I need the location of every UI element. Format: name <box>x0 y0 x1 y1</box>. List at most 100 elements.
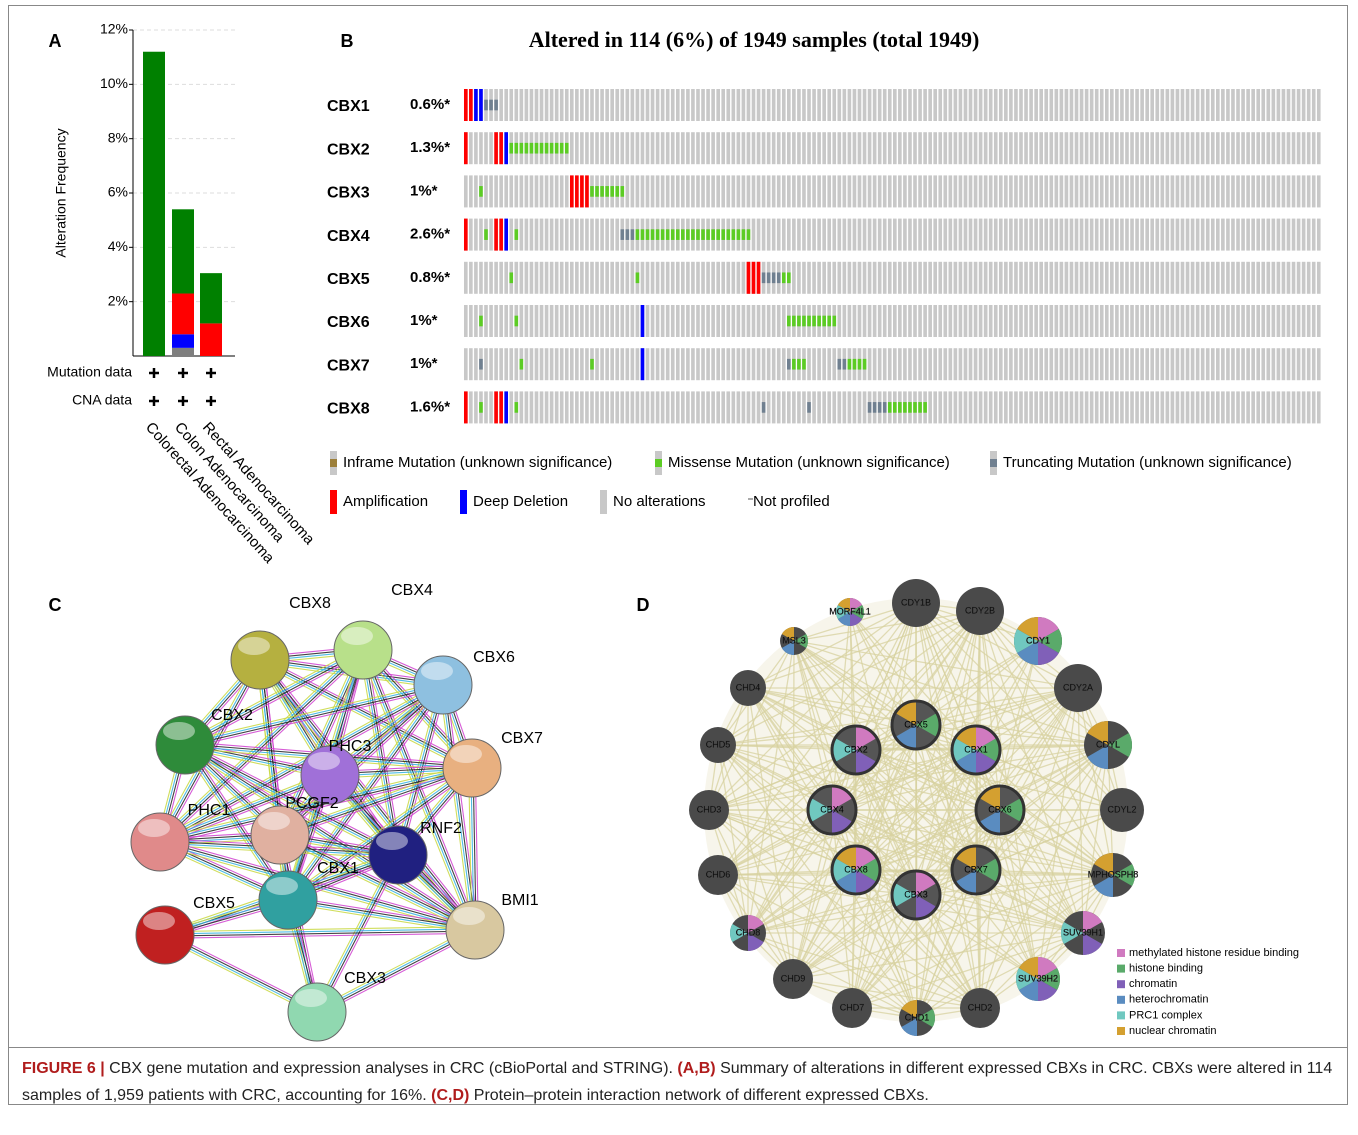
sample-cell <box>580 305 584 337</box>
alteration <box>882 402 887 413</box>
sample-cell <box>600 261 604 294</box>
sample-cell <box>1311 348 1316 381</box>
sample-cell <box>504 261 509 294</box>
alteration <box>706 229 710 240</box>
caption-text: CBX gene mutation and expression analyse… <box>104 1060 678 1077</box>
sample-cell <box>580 348 584 381</box>
alteration <box>504 132 509 165</box>
sample-cell <box>1004 89 1008 121</box>
network-edge <box>259 660 472 770</box>
sample-cell <box>923 89 927 121</box>
sample-cell <box>928 89 932 121</box>
alteration <box>569 175 574 208</box>
sample-cell <box>635 391 640 424</box>
protein-node <box>135 905 195 965</box>
sample-cell <box>544 305 549 337</box>
network-edge <box>159 766 472 842</box>
gene-label: CDY1B <box>901 597 931 607</box>
sample-cell <box>504 175 509 208</box>
sample-cell <box>600 89 604 121</box>
sample-cell <box>1185 305 1190 337</box>
sample-cell <box>1200 175 1205 208</box>
sample-cell <box>1175 218 1180 251</box>
alteration <box>787 315 791 327</box>
sample-cell <box>751 391 756 424</box>
sample-cell <box>1014 218 1018 251</box>
sample-cell <box>1296 391 1301 424</box>
gene-label: CHD7 <box>840 1002 865 1012</box>
sample-cell <box>761 89 766 121</box>
sample-cell <box>1205 348 1210 381</box>
sample-cell <box>822 89 826 121</box>
sample-cell <box>948 132 953 165</box>
legend-swatch <box>1117 980 1125 989</box>
network-edge <box>855 869 1039 980</box>
sample-cell <box>615 305 620 337</box>
legend-label: histone binding <box>1129 963 1203 975</box>
sample-cell <box>958 348 963 381</box>
sample-cell <box>781 218 786 251</box>
sample-cell <box>645 132 650 165</box>
sample-cell <box>665 348 670 381</box>
frequency-label: 0.8%* <box>410 269 450 286</box>
sample-cell <box>1246 89 1250 121</box>
sample-cell <box>731 305 736 337</box>
alteration <box>857 358 862 370</box>
sample-cell <box>706 391 710 424</box>
alteration <box>580 175 584 208</box>
gene-label: CBX6 <box>988 804 1012 814</box>
sample-cell <box>1125 348 1129 381</box>
sample-cell <box>766 175 771 208</box>
sample-cell <box>1019 348 1023 381</box>
sample-cell <box>968 305 973 337</box>
frequency-label: 2.6%* <box>410 226 450 243</box>
node-highlight <box>421 662 453 680</box>
sample-cell <box>1004 261 1008 294</box>
sample-cell <box>938 261 943 294</box>
sample-cell <box>893 261 897 294</box>
sample-cell <box>751 132 756 165</box>
sample-cell <box>585 218 589 251</box>
bar-segment <box>172 347 194 356</box>
sample-cell <box>1306 305 1311 337</box>
sample-cell <box>1185 89 1190 121</box>
sample-cell <box>1286 305 1291 337</box>
sample-cell <box>913 89 917 121</box>
network-edge <box>747 640 795 934</box>
sample-cell <box>761 305 766 337</box>
row-label: Mutation data <box>47 364 132 380</box>
sample-cell <box>1296 132 1301 165</box>
network-edge <box>855 749 918 1019</box>
sample-cell <box>696 348 700 381</box>
sample-cell <box>1301 391 1306 424</box>
alteration <box>479 402 483 413</box>
sample-cell <box>1150 218 1155 251</box>
sample-cell <box>1094 89 1099 121</box>
sample-cell <box>1069 305 1074 337</box>
sample-cell <box>585 305 589 337</box>
sample-cell <box>595 348 599 381</box>
legend-swatch <box>1117 949 1125 957</box>
sample-cell <box>1251 261 1255 294</box>
gene-label: CBX2 <box>327 141 370 158</box>
sample-cell <box>564 175 569 208</box>
sample-cell <box>670 348 675 381</box>
network-edge <box>975 744 1109 871</box>
sample-cell <box>781 348 786 381</box>
sample-cell <box>726 391 731 424</box>
sample-cell <box>665 261 670 294</box>
sample-cell <box>862 89 867 121</box>
sample-cell <box>882 89 887 121</box>
sample-cell <box>605 305 609 337</box>
sample-cell <box>1241 132 1245 165</box>
gene-label: CBX7 <box>327 357 370 374</box>
alteration <box>640 348 645 381</box>
sample-cell <box>1281 261 1286 294</box>
alteration <box>509 142 514 154</box>
sample-cell <box>1064 175 1069 208</box>
sample-cell <box>711 305 715 337</box>
alteration <box>575 175 579 208</box>
sample-cell <box>524 305 529 337</box>
alteration <box>590 186 594 197</box>
query-ring <box>950 844 1002 896</box>
